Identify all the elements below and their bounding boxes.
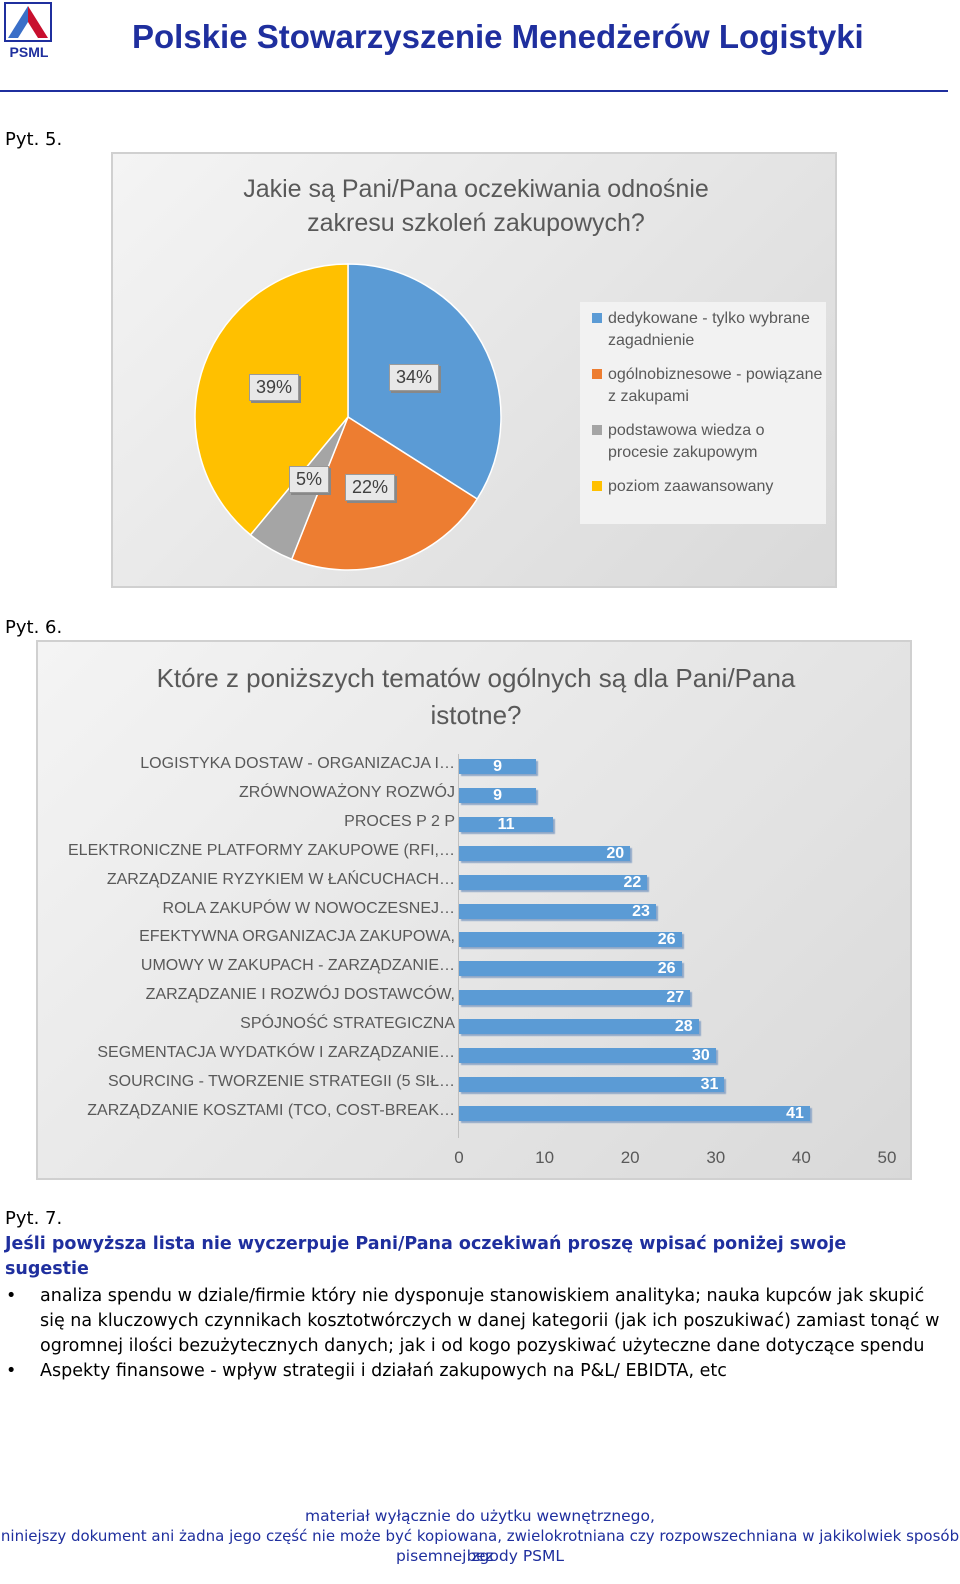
bar-category-label: SPÓJNOŚĆ STRATEGICZNA [240, 1015, 455, 1033]
bullet-icon: • [6, 1361, 17, 1381]
pie-label-podstawowa: 5% [289, 466, 330, 493]
bar [459, 1019, 699, 1035]
bar [459, 1105, 810, 1121]
suggestion-list: • analiza spendu w dziale/firmie który n… [6, 1284, 950, 1384]
bar-category-label: PROCES P 2 P [344, 812, 455, 830]
bar-value-label: 26 [657, 931, 676, 949]
bullet-icon: • [6, 1286, 17, 1306]
bar-category-label: ROLA ZAKUPÓW W NOWOCZESNEJ… [162, 899, 455, 917]
bar-value-label: 22 [623, 873, 642, 891]
bar [459, 990, 691, 1006]
bar-value-label: 31 [700, 1075, 719, 1093]
q7-heading: Jeśli powyższa lista nie wyczerpuje Pani… [5, 1234, 847, 1279]
bar [459, 787, 537, 803]
bar [459, 845, 631, 861]
bar-chart: LOGISTYKA DOSTAW - ORGANIZACJA I… 9 ZRÓWNO… [38, 642, 914, 1182]
pie-label-dedykowane: 34% [389, 364, 440, 391]
bar-value-label: 23 [632, 902, 650, 920]
header-divider [0, 90, 948, 92]
footer-line-1: materiał wyłącznie do użytku wewnętrzneg… [305, 1507, 655, 1525]
header-title: Polskie Stowarzyszenie Menedżerów Logist… [132, 18, 864, 55]
bar [459, 961, 682, 977]
bar [459, 1076, 725, 1092]
bar-category-label: ZARZĄDZANIE RYZYKIEM W ŁAŃCUCHACH… [106, 870, 455, 888]
q5-label: Pyt. 5. [5, 129, 63, 150]
legend-swatch [592, 481, 602, 491]
bar-value-label: 20 [606, 844, 625, 862]
x-tick-label: 0 [454, 1148, 464, 1167]
bar-category-label: ELEKTRONICZNE PLATFORMY ZAKUPOWE (RFI,… [68, 841, 455, 859]
pie-legend: dedykowane - tylko wybrane zagadnienie o… [580, 302, 826, 524]
x-tick-label: 40 [791, 1148, 811, 1167]
pie-label-poziom: 39% [249, 374, 300, 401]
psml-logo: PSML [4, 2, 54, 64]
bar-value-label: 27 [666, 989, 685, 1007]
bar [459, 1048, 716, 1063]
bar-value-label: 26 [657, 960, 676, 978]
pie-label-ogolnobiznesowe: 22% [345, 474, 396, 501]
x-tick-label: 10 [535, 1148, 555, 1167]
legend-swatch [592, 369, 602, 379]
bar [459, 874, 648, 890]
bar-value-label: 11 [497, 815, 515, 833]
y-axis-line [458, 754, 459, 1138]
bar-value-label: 41 [786, 1104, 804, 1122]
list-item: • Aspekty finansowe - wpływ strategii i … [6, 1359, 950, 1384]
bar-category-label: ZARZĄDZANIE I ROZWÓJ DOSTAWCÓW, [145, 986, 455, 1004]
footer-line-2: niniejszy dokument ani żadna jego część … [0, 1527, 960, 1565]
bar [459, 932, 682, 948]
footer-line-3: pisemnej zgody PSML [395, 1547, 565, 1565]
pie-chart-title: Jakie są Pani/Pana oczekiwania odnośnie … [243, 175, 709, 237]
logo-text: PSML [9, 44, 49, 60]
legend-swatch [592, 313, 602, 323]
bar-category-label: LOGISTYKA DOSTAW - ORGANIZACJA I… [140, 755, 455, 772]
x-tick-label: 50 [877, 1148, 897, 1167]
x-tick-label: 30 [706, 1148, 726, 1167]
q6-label: Pyt. 6. [5, 617, 63, 638]
bar-value-label: 9 [493, 786, 502, 804]
bar-category-label: SEGMENTACJA WYDATKÓW I ZARZĄDZANIE… [97, 1044, 455, 1061]
x-tick-label: 20 [620, 1148, 640, 1167]
bar-chart-title: Które z poniższych tematów ogólnych są d… [156, 663, 796, 730]
bar [459, 759, 537, 774]
pie-chart-panel: Jakie są Pani/Pana oczekiwania odnośnie … [111, 152, 837, 588]
bar-category-label: ZARZĄDZANIE KOSZTAMI (TCO, COST-BREAK… [87, 1101, 455, 1119]
bar-category-label: SOURCING - TWORZENIE STRATEGII (5 SIŁ… [108, 1072, 455, 1090]
pie-chart [194, 263, 502, 571]
bar-value-label: 9 [493, 758, 502, 775]
list-item: • analiza spendu w dziale/firmie który n… [6, 1286, 940, 1356]
bar-value-label: 30 [692, 1047, 710, 1064]
bar-chart-panel: Które z poniższych tematów ogólnych są d… [36, 640, 912, 1180]
bar-category-label: UMOWY W ZAKUPACH - ZARZĄDZANIE… [140, 957, 455, 975]
bar-category-label: EFEKTYWNA ORGANIZACJA ZAKUPOWA, [139, 928, 455, 946]
bar-category-label: ZRÓWNOWAŻONY ROZWÓJ [239, 783, 455, 801]
bar-value-label: 28 [674, 1018, 693, 1036]
q7-label: Pyt. 7. [5, 1208, 63, 1229]
legend-swatch [592, 425, 602, 435]
bar [459, 816, 554, 832]
bar [459, 903, 656, 919]
